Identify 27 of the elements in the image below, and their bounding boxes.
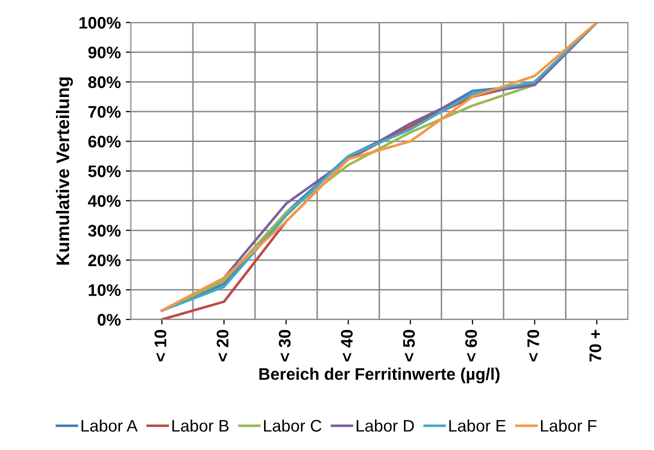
x-tick-label: < 70 [527, 330, 540, 362]
x-axis-title: Bereich der Ferritinwerte (µg/l) [259, 368, 500, 384]
y-tick-label: 40% [88, 195, 121, 207]
x-tick-label: < 20 [216, 330, 228, 362]
x-tick-label: < 30 [278, 330, 291, 362]
y-tick-label: 50% [88, 165, 121, 178]
legend-label: Labor C [264, 419, 322, 432]
x-tick-label: < 60 [465, 330, 477, 362]
y-tick-label: 0% [98, 314, 121, 326]
legend-label: Labor A [82, 419, 138, 432]
legend-label: Labor D [356, 419, 414, 432]
y-tick-label: 100% [80, 16, 121, 29]
y-tick-label: 60% [88, 136, 121, 148]
legend-label: Labor B [172, 419, 229, 432]
y-tick-label: 80% [88, 76, 121, 88]
x-tick-label: 70 + [589, 330, 602, 362]
y-tick-label: 30% [88, 224, 121, 237]
y-tick-label: 20% [88, 254, 121, 266]
x-tick-label: < 50 [403, 330, 415, 362]
y-axis-title: Kumulative Verteilung [56, 77, 73, 265]
x-tick-label: < 40 [340, 330, 353, 362]
y-tick-label: 70% [88, 106, 121, 118]
x-tick-label: < 10 [154, 330, 166, 362]
y-tick-label: 90% [88, 46, 121, 58]
y-tick-label: 10% [88, 284, 121, 296]
legend-label: Labor E [449, 419, 506, 432]
legend-label: Labor F [541, 419, 596, 432]
